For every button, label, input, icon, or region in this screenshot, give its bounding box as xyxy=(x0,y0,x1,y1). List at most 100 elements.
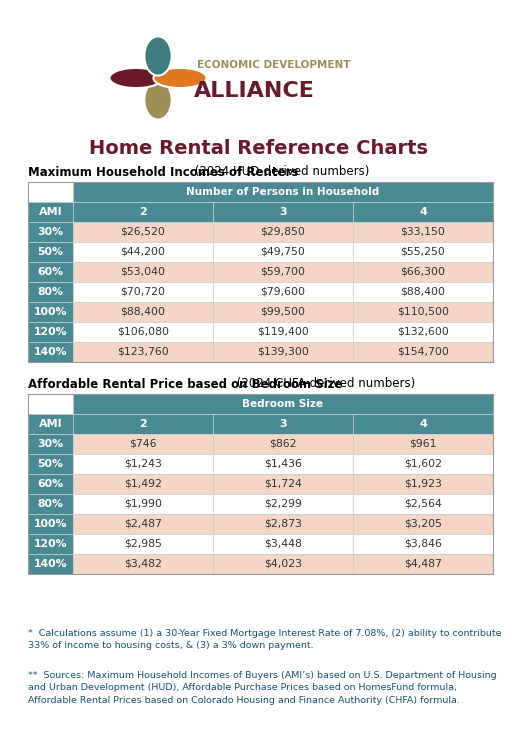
Text: $49,750: $49,750 xyxy=(261,247,306,257)
Text: $55,250: $55,250 xyxy=(401,247,446,257)
Text: $154,700: $154,700 xyxy=(397,347,449,357)
FancyBboxPatch shape xyxy=(28,534,73,554)
Text: ALLIANCE: ALLIANCE xyxy=(194,81,315,101)
Text: $44,200: $44,200 xyxy=(120,247,165,257)
Text: Home Rental Reference Charts: Home Rental Reference Charts xyxy=(89,138,428,158)
FancyBboxPatch shape xyxy=(353,342,493,362)
Text: 4: 4 xyxy=(419,419,427,429)
Text: *  Calculations assume (1) a 30-Year Fixed Mortgage Interest Rate of 7.08%, (2) : * Calculations assume (1) a 30-Year Fixe… xyxy=(28,629,501,650)
FancyBboxPatch shape xyxy=(353,514,493,534)
FancyBboxPatch shape xyxy=(213,202,353,222)
Text: $29,850: $29,850 xyxy=(261,227,306,237)
Text: 120%: 120% xyxy=(34,539,67,549)
FancyBboxPatch shape xyxy=(73,454,213,474)
Text: $3,448: $3,448 xyxy=(264,539,302,549)
FancyBboxPatch shape xyxy=(73,182,493,202)
Text: $3,846: $3,846 xyxy=(404,539,442,549)
Text: $53,040: $53,040 xyxy=(120,267,165,277)
Text: $1,436: $1,436 xyxy=(264,459,302,469)
Text: 60%: 60% xyxy=(37,479,64,489)
FancyBboxPatch shape xyxy=(28,494,73,514)
Text: Maximum Household Incomes of Renters: Maximum Household Incomes of Renters xyxy=(28,166,298,178)
FancyBboxPatch shape xyxy=(213,514,353,534)
Text: 60%: 60% xyxy=(37,267,64,277)
FancyBboxPatch shape xyxy=(28,514,73,534)
Text: $1,923: $1,923 xyxy=(404,479,442,489)
Ellipse shape xyxy=(154,68,207,88)
FancyBboxPatch shape xyxy=(28,262,73,282)
Text: 30%: 30% xyxy=(37,439,64,449)
FancyBboxPatch shape xyxy=(213,534,353,554)
Ellipse shape xyxy=(144,81,172,120)
FancyBboxPatch shape xyxy=(73,394,493,414)
FancyBboxPatch shape xyxy=(73,202,213,222)
Text: $2,299: $2,299 xyxy=(264,499,302,509)
Text: $132,600: $132,600 xyxy=(397,327,449,337)
FancyBboxPatch shape xyxy=(28,554,73,574)
Text: **  Sources: Maximum Household Incomes of Buyers (AMI’s) based on U.S. Departmen: ** Sources: Maximum Household Incomes of… xyxy=(28,671,497,705)
Text: $862: $862 xyxy=(269,439,297,449)
FancyBboxPatch shape xyxy=(73,242,213,262)
Text: 50%: 50% xyxy=(38,459,64,469)
Text: $70,720: $70,720 xyxy=(120,287,165,297)
FancyBboxPatch shape xyxy=(28,474,73,494)
FancyBboxPatch shape xyxy=(213,262,353,282)
Text: $2,487: $2,487 xyxy=(124,519,162,529)
FancyBboxPatch shape xyxy=(213,322,353,342)
FancyBboxPatch shape xyxy=(353,534,493,554)
FancyBboxPatch shape xyxy=(213,454,353,474)
FancyBboxPatch shape xyxy=(73,262,213,282)
FancyBboxPatch shape xyxy=(28,282,73,302)
FancyBboxPatch shape xyxy=(28,414,73,434)
Text: $1,492: $1,492 xyxy=(124,479,162,489)
Text: 3: 3 xyxy=(279,207,287,217)
Text: $2,873: $2,873 xyxy=(264,519,302,529)
Text: $139,300: $139,300 xyxy=(257,347,309,357)
Text: 100%: 100% xyxy=(34,519,67,529)
Text: 3: 3 xyxy=(279,419,287,429)
Text: $961: $961 xyxy=(409,439,437,449)
FancyBboxPatch shape xyxy=(353,222,493,242)
FancyBboxPatch shape xyxy=(73,342,213,362)
FancyBboxPatch shape xyxy=(28,434,73,454)
Text: Affordable Rental Price based on Bedroom Size: Affordable Rental Price based on Bedroom… xyxy=(28,377,342,391)
Text: $106,080: $106,080 xyxy=(117,327,169,337)
Text: 80%: 80% xyxy=(38,499,64,509)
FancyBboxPatch shape xyxy=(28,202,73,222)
FancyBboxPatch shape xyxy=(353,454,493,474)
FancyBboxPatch shape xyxy=(28,222,73,242)
FancyBboxPatch shape xyxy=(213,414,353,434)
FancyBboxPatch shape xyxy=(213,282,353,302)
Text: $4,487: $4,487 xyxy=(404,559,442,569)
Text: AMI: AMI xyxy=(39,419,63,429)
Text: $119,400: $119,400 xyxy=(257,327,309,337)
FancyBboxPatch shape xyxy=(353,322,493,342)
Text: (2024 HUD-derived numbers): (2024 HUD-derived numbers) xyxy=(191,166,370,178)
Text: $2,564: $2,564 xyxy=(404,499,442,509)
Text: $1,602: $1,602 xyxy=(404,459,442,469)
Text: 2: 2 xyxy=(139,419,147,429)
Text: $59,700: $59,700 xyxy=(261,267,306,277)
FancyBboxPatch shape xyxy=(353,242,493,262)
Text: $88,400: $88,400 xyxy=(120,307,165,317)
Ellipse shape xyxy=(110,68,163,88)
Text: $1,724: $1,724 xyxy=(264,479,302,489)
FancyBboxPatch shape xyxy=(213,342,353,362)
FancyBboxPatch shape xyxy=(353,494,493,514)
FancyBboxPatch shape xyxy=(73,534,213,554)
Text: $1,990: $1,990 xyxy=(124,499,162,509)
FancyBboxPatch shape xyxy=(28,302,73,322)
FancyBboxPatch shape xyxy=(73,494,213,514)
FancyBboxPatch shape xyxy=(73,302,213,322)
FancyBboxPatch shape xyxy=(28,342,73,362)
Text: $2,985: $2,985 xyxy=(124,539,162,549)
Text: $66,300: $66,300 xyxy=(401,267,446,277)
Text: $88,400: $88,400 xyxy=(401,287,446,297)
FancyBboxPatch shape xyxy=(73,414,213,434)
Text: $79,600: $79,600 xyxy=(261,287,306,297)
Ellipse shape xyxy=(144,36,172,75)
FancyBboxPatch shape xyxy=(353,554,493,574)
Text: 80%: 80% xyxy=(38,287,64,297)
FancyBboxPatch shape xyxy=(353,282,493,302)
FancyBboxPatch shape xyxy=(28,454,73,474)
